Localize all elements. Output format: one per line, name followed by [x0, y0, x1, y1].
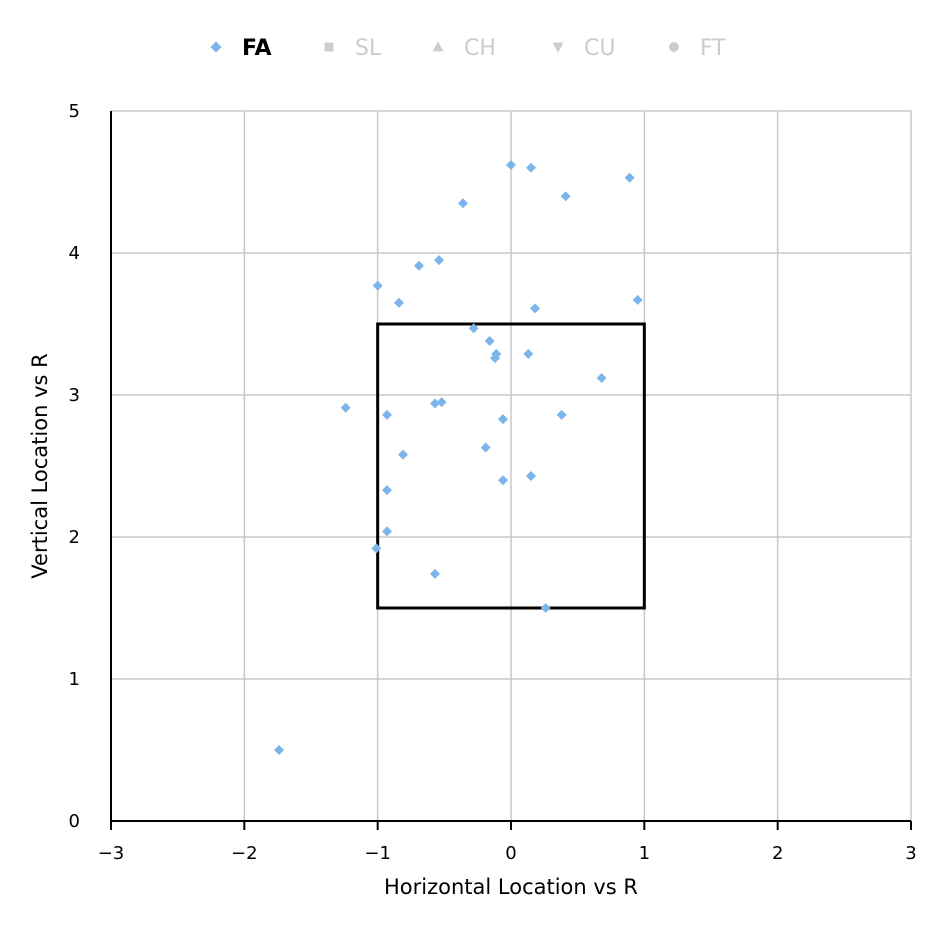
x-tick-label: −1 — [364, 843, 391, 864]
data-point-fa — [526, 470, 536, 481]
data-point-fa — [274, 745, 284, 755]
y-tick-label: 4 — [69, 243, 80, 264]
x-tick-label: −3 — [98, 843, 125, 864]
grid-lines — [110, 110, 912, 822]
legend-label: CH — [464, 36, 496, 61]
circle-icon — [669, 42, 679, 52]
tick-labels: −3 −2 −1 0 1 2 3 0 1 2 3 4 5 — [69, 101, 917, 864]
legend: FA SL CH CU FT — [210, 36, 726, 61]
data-point-fa — [556, 409, 567, 420]
data-point-fa — [430, 398, 440, 409]
legend-item-ft[interactable]: FT — [669, 36, 726, 61]
strike-zone — [376, 322, 646, 610]
x-tick-label: 0 — [505, 843, 516, 864]
x-axis-title: Horizontal Location vs R — [384, 875, 638, 899]
data-point-fa — [506, 159, 516, 170]
legend-label: SL — [355, 36, 382, 61]
data-point-fa — [340, 402, 351, 413]
data-point-fa — [498, 414, 508, 425]
data-point-fa — [526, 162, 536, 173]
data-point-fa — [540, 603, 551, 613]
legend-item-cu[interactable]: CU — [552, 36, 616, 61]
data-point-fa — [490, 353, 500, 364]
data-point-fa — [372, 280, 383, 291]
data-point-fa — [394, 297, 404, 308]
data-point-fa — [414, 260, 424, 271]
data-point-fa — [430, 568, 440, 579]
data-point-fa — [468, 323, 479, 334]
x-tick-label: 3 — [905, 843, 916, 864]
legend-label: CU — [584, 36, 615, 61]
data-point-fa — [498, 475, 508, 486]
data-point-fa — [436, 397, 447, 408]
data-point-fa — [560, 191, 571, 202]
diamond-icon — [210, 41, 222, 53]
y-tick-label: 3 — [69, 385, 80, 406]
data-point-fa — [458, 198, 468, 209]
data-point-fa — [382, 485, 392, 496]
data-point-fa — [382, 526, 392, 537]
data-point-fa — [530, 303, 540, 314]
data-point-fa — [434, 255, 444, 266]
data-point-fa — [596, 372, 607, 383]
y-tick-label: 2 — [69, 527, 80, 548]
x-tick-label: 2 — [772, 843, 783, 864]
data-points — [274, 159, 643, 755]
axes — [110, 111, 912, 830]
legend-item-sl[interactable]: SL — [324, 36, 382, 61]
legend-item-ch[interactable]: CH — [432, 36, 496, 61]
data-point-fa — [632, 294, 643, 305]
triangle-up-icon — [432, 41, 444, 52]
legend-label: FA — [242, 36, 272, 61]
data-point-fa — [624, 172, 635, 183]
x-tick-label: 1 — [639, 843, 650, 864]
y-tick-label: 5 — [69, 101, 80, 122]
data-point-fa — [484, 336, 495, 347]
square-icon — [324, 42, 334, 52]
legend-label: FT — [700, 36, 726, 61]
data-point-fa — [371, 543, 382, 554]
data-point-fa — [480, 442, 491, 453]
y-tick-label: 0 — [69, 811, 80, 832]
triangle-down-icon — [552, 42, 564, 53]
data-point-fa — [523, 348, 534, 359]
data-point-fa — [382, 409, 392, 420]
legend-item-fa[interactable]: FA — [210, 36, 272, 61]
y-tick-label: 1 — [69, 669, 80, 690]
y-axis-title: Vertical Location vs R — [28, 353, 52, 578]
x-tick-label: −2 — [231, 843, 258, 864]
data-point-fa — [398, 449, 408, 460]
